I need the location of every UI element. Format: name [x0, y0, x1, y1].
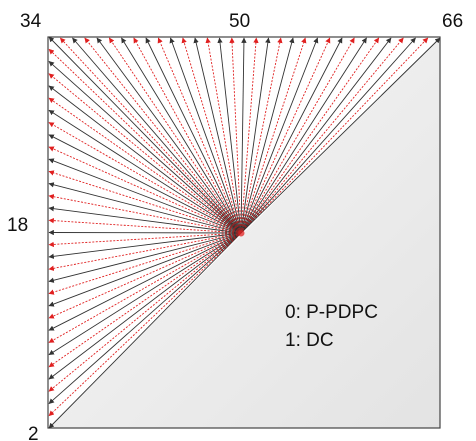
- direction-arrow-mode-6: [48, 232, 242, 380]
- direction-arrow-mode-22: [48, 182, 242, 234]
- direction-arrow-mode-18: [48, 229, 242, 236]
- direction-arrow-mode-49: [229, 37, 242, 234]
- direction-arrow-mode-53: [240, 37, 283, 234]
- mode-34-label: 34: [20, 11, 42, 32]
- direction-arrow-mode-2: [48, 232, 242, 429]
- direction-arrow-mode-55: [240, 37, 307, 234]
- direction-arrow-mode-16: [48, 232, 242, 259]
- direction-arrow-mode-63: [240, 37, 404, 234]
- direction-arrow-mode-46: [193, 37, 242, 234]
- direction-arrow-mode-44: [169, 37, 242, 234]
- direction-arrow-mode-37: [84, 37, 242, 234]
- direction-arrow-mode-12: [48, 232, 242, 307]
- direction-arrow-mode-43: [157, 37, 242, 234]
- mode-66-label: 66: [442, 11, 463, 32]
- direction-arrow-mode-8: [48, 232, 242, 356]
- direction-arrow-mode-47: [205, 37, 242, 234]
- direction-arrow-mode-25: [48, 146, 242, 234]
- direction-arrow-mode-51: [240, 37, 259, 234]
- direction-arrow-mode-40: [121, 37, 242, 234]
- legend-line-1: 1: DC: [285, 330, 334, 351]
- direction-arrows: [48, 36, 441, 429]
- direction-arrow-mode-24: [48, 158, 242, 234]
- direction-arrow-mode-14: [48, 232, 242, 283]
- direction-arrow-mode-45: [181, 37, 242, 234]
- legend-line-0: 0: P-PDPC: [285, 302, 378, 323]
- direction-arrow-mode-34: [48, 36, 242, 234]
- direction-arrow-mode-65: [240, 37, 429, 234]
- direction-arrow-mode-20: [48, 206, 242, 234]
- direction-arrow-mode-19: [48, 217, 242, 234]
- direction-arrow-mode-33: [48, 48, 242, 234]
- mode-2-label: 2: [28, 424, 39, 441]
- direction-arrow-mode-60: [240, 37, 367, 234]
- direction-arrow-mode-32: [48, 61, 242, 234]
- direction-arrow-mode-26: [48, 134, 242, 234]
- direction-arrow-mode-42: [145, 37, 242, 234]
- mode-50-label: 50: [229, 11, 250, 32]
- direction-arrow-mode-31: [48, 73, 242, 234]
- direction-arrow-mode-3: [48, 232, 242, 417]
- convergence-point: [237, 229, 245, 237]
- direction-arrow-mode-36: [72, 37, 242, 234]
- direction-arrow-mode-27: [48, 122, 242, 234]
- direction-arrow-mode-57: [240, 37, 331, 234]
- direction-arrow-mode-52: [240, 37, 271, 234]
- direction-arrow-mode-28: [48, 109, 242, 234]
- direction-arrow-mode-30: [48, 85, 242, 234]
- direction-arrow-mode-59: [240, 37, 355, 234]
- direction-arrow-mode-38: [96, 37, 242, 234]
- direction-arrow-mode-23: [48, 170, 242, 234]
- direction-arrow-mode-10: [48, 232, 242, 331]
- direction-arrow-mode-5: [48, 232, 242, 392]
- direction-arrow-mode-7: [48, 232, 242, 368]
- direction-arrow-mode-66: [240, 37, 441, 234]
- direction-arrow-mode-54: [240, 37, 295, 234]
- direction-arrow-mode-39: [108, 37, 242, 234]
- direction-arrow-mode-50: [240, 37, 247, 234]
- direction-arrow-mode-21: [48, 194, 242, 234]
- direction-arrow-mode-62: [240, 37, 392, 234]
- direction-arrow-mode-58: [240, 37, 343, 234]
- frame: [47, 36, 441, 429]
- direction-arrow-mode-29: [48, 97, 242, 234]
- direction-arrow-mode-17: [48, 232, 242, 248]
- direction-arrow-mode-15: [48, 232, 242, 271]
- direction-arrow-mode-35: [59, 37, 242, 234]
- direction-arrow-mode-9: [48, 232, 242, 343]
- direction-arrow-mode-64: [240, 37, 416, 234]
- direction-arrow-mode-56: [240, 37, 319, 234]
- mode-18-label: 18: [7, 215, 28, 236]
- direction-arrow-mode-48: [217, 37, 242, 234]
- direction-arrow-mode-61: [240, 37, 380, 234]
- direction-arrow-mode-4: [48, 232, 242, 404]
